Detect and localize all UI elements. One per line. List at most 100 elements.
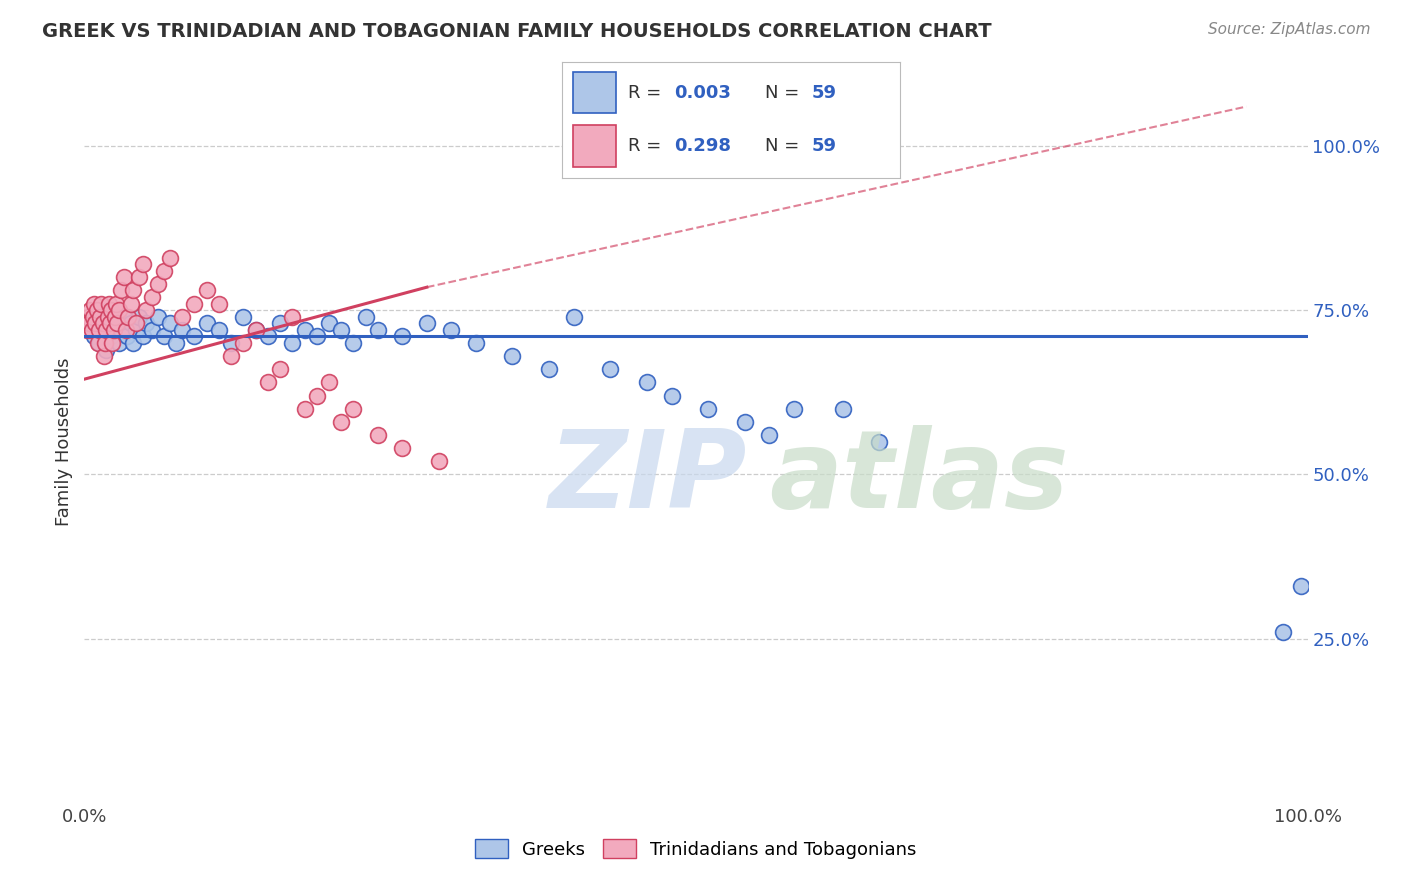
Point <box>195 284 218 298</box>
Text: 59: 59 <box>813 84 837 102</box>
Point <box>391 441 413 455</box>
Text: atlas: atlas <box>769 425 1069 531</box>
Point <box>153 329 176 343</box>
Point <box>208 323 231 337</box>
Point <box>758 428 780 442</box>
Point <box>98 316 121 330</box>
Point <box>305 329 328 343</box>
Point <box>87 323 110 337</box>
Point <box>135 303 157 318</box>
Point <box>110 284 132 298</box>
Point <box>97 303 120 318</box>
Text: 0.298: 0.298 <box>673 137 731 155</box>
Point <box>87 336 110 351</box>
Point <box>84 316 107 330</box>
Point <box>132 329 155 343</box>
Point <box>83 329 105 343</box>
Point <box>367 323 389 337</box>
Point <box>159 316 181 330</box>
Point <box>105 316 128 330</box>
Point <box>269 316 291 330</box>
Point <box>112 270 135 285</box>
Point <box>115 323 138 337</box>
Point <box>165 336 187 351</box>
Point <box>464 336 486 351</box>
Point <box>141 323 163 337</box>
Point <box>172 310 194 324</box>
Point <box>153 264 176 278</box>
Text: GREEK VS TRINIDADIAN AND TOBAGONIAN FAMILY HOUSEHOLDS CORRELATION CHART: GREEK VS TRINIDADIAN AND TOBAGONIAN FAMI… <box>42 22 991 41</box>
Text: 59: 59 <box>813 137 837 155</box>
Point <box>245 323 267 337</box>
Point <box>661 388 683 402</box>
Point <box>135 316 157 330</box>
Text: N =: N = <box>765 137 804 155</box>
Text: ZIP: ZIP <box>550 425 748 531</box>
Point <box>146 310 169 324</box>
Point <box>183 329 205 343</box>
Point <box>101 336 124 351</box>
Point <box>1291 579 1313 593</box>
Point <box>257 329 280 343</box>
Point <box>104 310 127 324</box>
Point <box>103 323 125 337</box>
Point <box>125 323 148 337</box>
Point <box>91 323 114 337</box>
Point <box>120 296 142 310</box>
Point <box>96 323 118 337</box>
Point <box>107 303 129 318</box>
Point <box>245 323 267 337</box>
Point <box>104 316 127 330</box>
Point <box>100 303 122 318</box>
FancyBboxPatch shape <box>572 71 616 113</box>
Point <box>105 296 128 310</box>
Point <box>427 454 450 468</box>
Legend: Greeks, Trinidadians and Tobagonians: Greeks, Trinidadians and Tobagonians <box>468 832 924 866</box>
Point <box>82 310 104 324</box>
Point <box>232 310 254 324</box>
Point <box>1272 625 1295 640</box>
Point <box>257 376 280 390</box>
Point <box>538 362 561 376</box>
Point <box>318 376 340 390</box>
Point <box>117 310 139 324</box>
Point <box>831 401 853 416</box>
Point <box>77 310 100 324</box>
Y-axis label: Family Households: Family Households <box>55 358 73 525</box>
Text: 0.003: 0.003 <box>673 84 731 102</box>
Point <box>502 349 524 363</box>
Point <box>107 336 129 351</box>
Point <box>97 296 120 310</box>
Point <box>79 316 101 330</box>
Point <box>208 296 231 310</box>
Point <box>79 303 101 318</box>
Point <box>734 415 756 429</box>
Point <box>83 296 105 310</box>
Point <box>195 316 218 330</box>
Point <box>281 310 304 324</box>
Point <box>869 434 891 449</box>
Point <box>183 296 205 310</box>
Point <box>354 310 377 324</box>
Point <box>562 310 585 324</box>
Point <box>91 316 114 330</box>
Point <box>122 336 145 351</box>
Point <box>172 323 194 337</box>
Point <box>90 296 112 310</box>
Point <box>367 428 389 442</box>
Point <box>599 362 621 376</box>
Point <box>219 336 242 351</box>
Point <box>93 349 115 363</box>
Point <box>94 336 117 351</box>
Point <box>96 343 118 357</box>
Point <box>77 316 100 330</box>
Point <box>87 336 110 351</box>
Point <box>86 303 108 318</box>
Point <box>112 310 135 324</box>
Point <box>89 310 111 324</box>
Point <box>122 284 145 298</box>
Point <box>342 401 364 416</box>
Point <box>330 415 353 429</box>
Point <box>76 323 98 337</box>
Point <box>294 401 316 416</box>
